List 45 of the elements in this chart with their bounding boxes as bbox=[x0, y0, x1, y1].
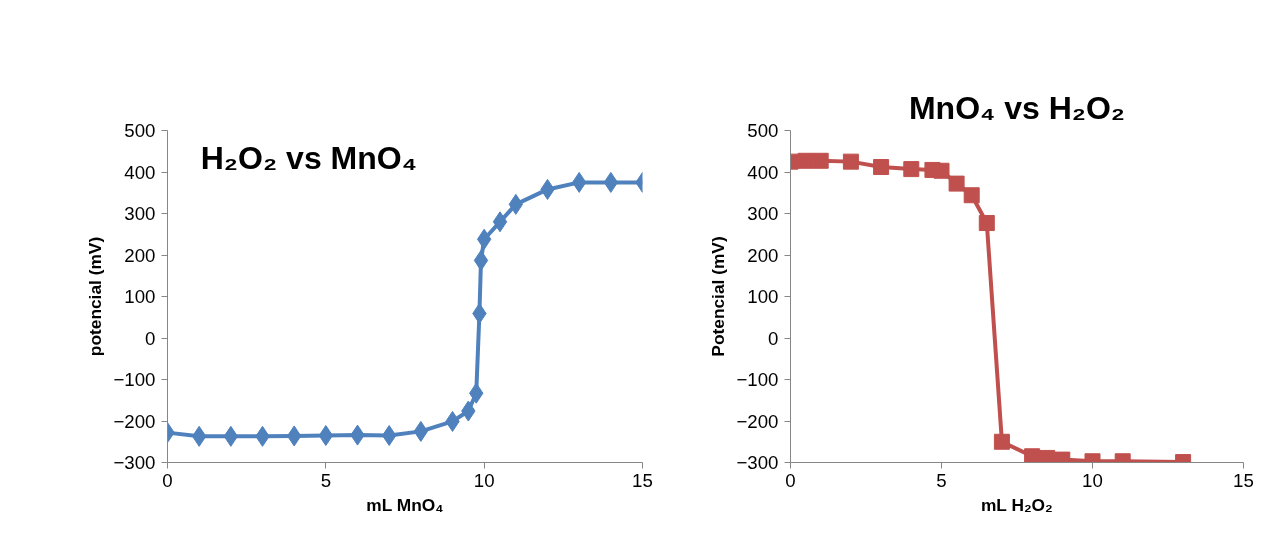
point bbox=[963, 187, 980, 204]
point bbox=[1039, 449, 1056, 463]
y-tick-label: 200 bbox=[747, 244, 779, 266]
point bbox=[933, 162, 950, 179]
y-tick-label: −300 bbox=[736, 452, 779, 473]
y-axis-title: potencial (mV) bbox=[85, 236, 106, 357]
y-tick-label: −300 bbox=[113, 452, 156, 473]
y-tick-label: −100 bbox=[113, 369, 156, 390]
x-tick-label: 15 bbox=[1233, 469, 1254, 491]
x-axis-title: mL H₂O₂ bbox=[980, 494, 1053, 515]
x-tick-label: 5 bbox=[320, 469, 332, 491]
y-tick-label: 400 bbox=[124, 161, 156, 183]
point bbox=[797, 152, 814, 169]
y-tick-label: 300 bbox=[747, 203, 779, 224]
y-tick-label: 300 bbox=[124, 203, 156, 224]
y-tick-label: 500 bbox=[124, 120, 156, 141]
y-tick-label: −100 bbox=[736, 369, 779, 390]
y-tick-label: 100 bbox=[747, 286, 779, 307]
point bbox=[473, 249, 489, 271]
y-tick-label: −200 bbox=[113, 410, 156, 432]
point bbox=[492, 211, 508, 233]
x-tick-label: 0 bbox=[162, 469, 173, 491]
x-tick-label: 5 bbox=[936, 469, 947, 491]
point bbox=[1024, 448, 1041, 463]
y-tick-label: 0 bbox=[145, 327, 156, 349]
x-tick-label: 15 bbox=[632, 469, 653, 491]
x-tick-label: 10 bbox=[473, 469, 495, 491]
point bbox=[978, 215, 995, 232]
point bbox=[842, 153, 859, 170]
y-tick-label: 500 bbox=[747, 120, 779, 141]
chart-title: MnO₄ vs H₂O₂ bbox=[908, 89, 1126, 126]
y-tick-label: −200 bbox=[736, 410, 779, 432]
y-tick-label: 400 bbox=[747, 161, 779, 183]
x-tick-label: 0 bbox=[785, 469, 796, 491]
x-tick-label: 10 bbox=[1082, 469, 1103, 491]
y-tick-label: 100 bbox=[124, 286, 156, 307]
y-tick-label: 0 bbox=[768, 327, 779, 349]
x-axis-title: mL MnO₄ bbox=[366, 494, 444, 515]
point bbox=[812, 152, 829, 169]
point bbox=[948, 175, 965, 192]
chart-title: H₂O₂ vs MnO₄ bbox=[200, 140, 417, 177]
y-axis-title: Potencial (mV) bbox=[708, 236, 729, 357]
y-tick-label: 200 bbox=[124, 244, 156, 266]
point bbox=[873, 159, 890, 176]
point bbox=[903, 161, 920, 178]
